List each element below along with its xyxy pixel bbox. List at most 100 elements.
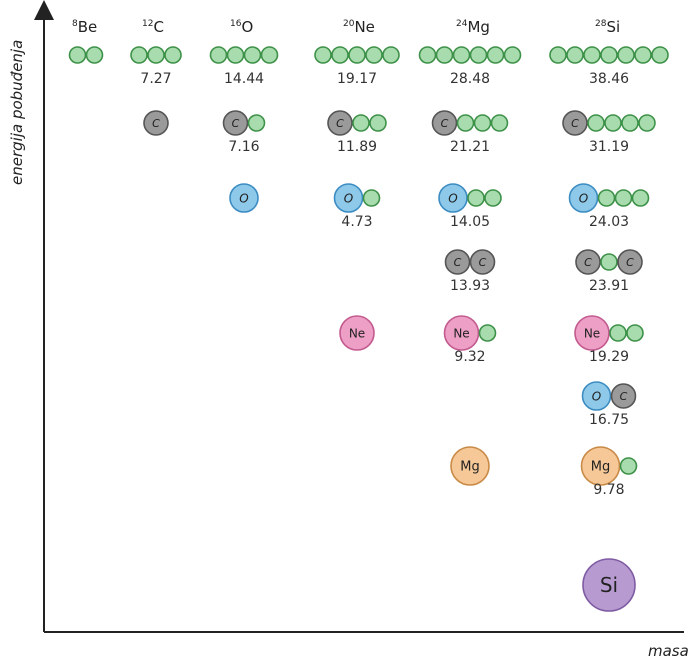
alpha-particle <box>600 46 618 64</box>
alpha-particle <box>435 46 454 64</box>
threshold-energy: 9.78 <box>593 482 624 498</box>
alpha-particle <box>365 46 383 64</box>
alpha-particle <box>85 46 104 64</box>
mass-number: 20 <box>343 19 355 29</box>
column-be: 8Be <box>68 18 104 64</box>
threshold-energy: 4.73 <box>341 214 372 230</box>
nucleus-label: 16O <box>230 18 253 36</box>
nucleus-c <box>444 249 471 275</box>
nucleus-symbol: O <box>579 191 588 205</box>
level-configuration: C C 13.93 <box>444 249 496 294</box>
level-configuration <box>68 46 104 64</box>
nucleus-c <box>617 249 643 275</box>
alpha-particle <box>467 189 485 207</box>
nucleus-symbol: C <box>152 117 160 130</box>
threshold-energy: 16.75 <box>589 412 629 428</box>
mass-number: 28 <box>595 19 607 29</box>
nucleus-o <box>581 381 612 411</box>
alpha-particle <box>478 324 497 342</box>
nucleus-o <box>568 183 599 213</box>
nucleus-c <box>575 249 601 275</box>
nucleus-symbol: O <box>344 191 353 205</box>
nucleus-symbol: O <box>448 191 457 205</box>
alpha-particle <box>348 46 366 64</box>
alpha-particle <box>617 46 635 64</box>
level-configuration: C <box>143 110 169 136</box>
nucleus-mg <box>580 446 621 486</box>
alpha-particle <box>597 189 616 207</box>
alpha-particle <box>362 189 381 207</box>
nucleus-symbol: C <box>626 256 634 269</box>
nucleus-symbol: C <box>584 256 592 269</box>
alpha-particle <box>583 46 601 64</box>
nucleus-label: 20Ne <box>343 18 375 36</box>
alpha-particle <box>260 46 279 64</box>
alpha-particle <box>247 114 266 132</box>
nucleus-ne <box>574 315 610 351</box>
x-axis-label: masa <box>648 642 689 660</box>
threshold-energy: 19.29 <box>589 349 629 365</box>
alpha-particle <box>634 46 652 64</box>
level-configuration: O C 16.75 <box>581 381 637 428</box>
alpha-particle <box>609 324 627 342</box>
alpha-particle <box>209 46 228 64</box>
nucleus-symbol: C <box>441 117 449 130</box>
level-configuration: Mg 9.78 <box>580 446 638 498</box>
threshold-energy: 23.91 <box>589 278 629 294</box>
nucleus-symbol: C <box>620 390 628 403</box>
threshold-energy: 28.48 <box>450 71 490 87</box>
nucleus-c <box>469 249 496 275</box>
nucleus-symbol: O <box>239 191 248 205</box>
level-configuration: C21.21 <box>431 110 509 155</box>
level-configuration: 28.48 <box>418 46 522 87</box>
alpha-particle <box>473 114 492 132</box>
alpha-particle <box>484 189 502 207</box>
level-configuration: Ne 9.32 <box>443 315 497 365</box>
nucleus-symbol: Si <box>600 573 618 597</box>
alpha-particle <box>352 114 370 132</box>
level-configuration: 19.17 <box>314 46 400 87</box>
alpha-particle <box>226 46 245 64</box>
alpha-particle <box>331 46 349 64</box>
threshold-energy: 13.93 <box>450 278 490 294</box>
alpha-particle <box>566 46 584 64</box>
alpha-particle <box>490 114 509 132</box>
mass-number: 8 <box>72 19 78 29</box>
element-symbol: Si <box>606 18 620 36</box>
level-configuration: C 31.19 <box>562 110 656 155</box>
nucleus-ne <box>339 315 375 351</box>
threshold-energy: 19.17 <box>337 71 377 87</box>
nucleus-si <box>582 558 636 612</box>
nucleus-symbol: Mg <box>460 460 479 475</box>
threshold-energy: 21.21 <box>450 139 490 155</box>
alpha-particle <box>600 253 618 271</box>
nucleus-c <box>143 110 169 136</box>
alpha-particle <box>486 46 505 64</box>
alpha-particle <box>651 46 669 64</box>
alpha-particle <box>604 114 622 132</box>
nucleus-mg <box>450 446 490 486</box>
threshold-energy: 7.27 <box>140 71 171 87</box>
level-configuration: Ne <box>339 315 375 351</box>
nucleus-c <box>562 110 588 136</box>
alpha-particle <box>452 46 471 64</box>
threshold-energy: 14.44 <box>224 71 264 87</box>
alpha-particle <box>164 46 182 64</box>
threshold-energy: 9.32 <box>454 349 485 365</box>
alpha-particle <box>243 46 262 64</box>
alpha-particle <box>418 46 437 64</box>
alpha-particle <box>587 114 605 132</box>
nucleus-o <box>438 183 468 213</box>
element-symbol: Ne <box>354 18 374 36</box>
element-symbol: C <box>153 18 163 36</box>
nucleus-symbol: O <box>592 389 601 403</box>
nucleus-symbol: Ne <box>584 326 600 340</box>
nucleus-ne <box>443 315 480 351</box>
nucleus-symbol: Mg <box>591 460 610 475</box>
nucleus-c <box>610 383 637 409</box>
